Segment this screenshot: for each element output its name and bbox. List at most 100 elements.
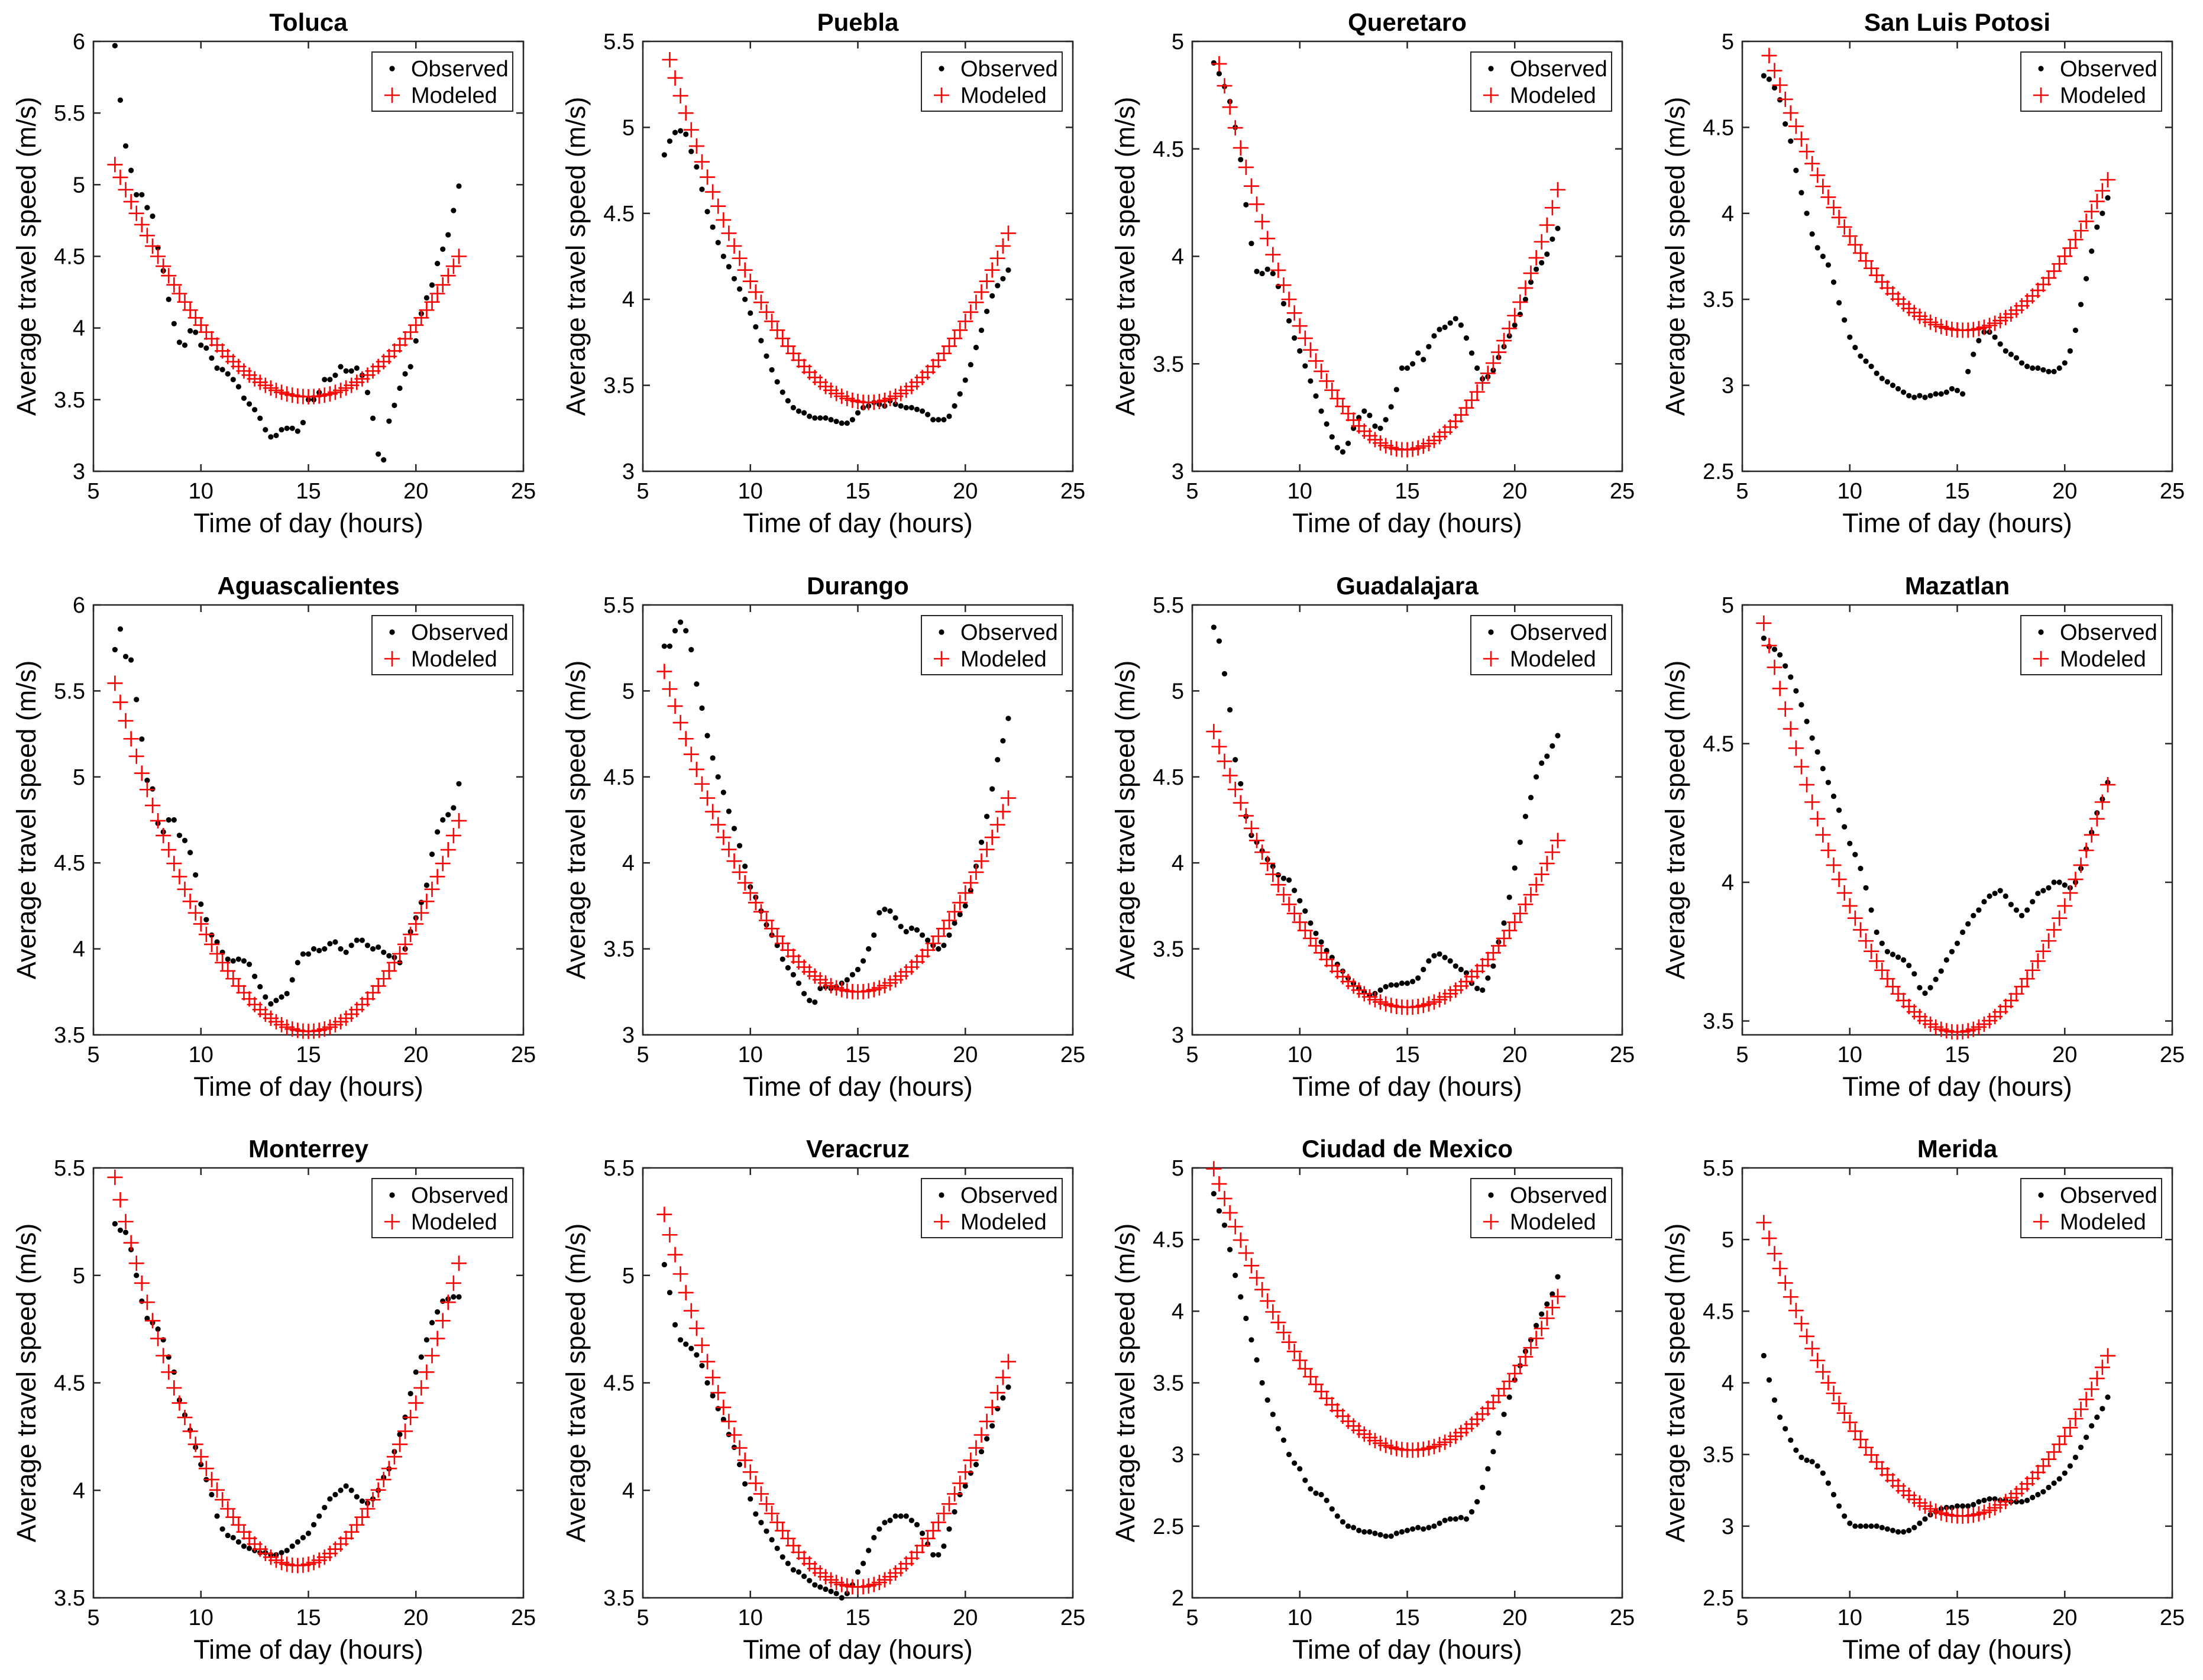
y-tick-label: 3.5 xyxy=(1703,1443,1734,1468)
observed-point xyxy=(332,1491,338,1498)
modeled-point xyxy=(166,277,182,293)
observed-point xyxy=(1987,893,1992,899)
modeled-point xyxy=(1820,189,1836,205)
y-tick-label: 5.5 xyxy=(1153,593,1184,618)
observed-point xyxy=(230,377,236,383)
modeled-point xyxy=(952,1475,968,1491)
x-tick-label: 20 xyxy=(403,1043,428,1067)
observed-point xyxy=(1809,1459,1815,1465)
modeled-point xyxy=(1281,896,1297,912)
observed-point xyxy=(2100,211,2105,216)
modeled-point xyxy=(1831,1396,1847,1412)
legend-modeled-marker xyxy=(2033,651,2049,666)
modeled-point xyxy=(1490,344,1506,360)
observed-point xyxy=(1453,1516,1458,1522)
modeled-point xyxy=(984,1399,1000,1415)
observed-point xyxy=(1997,341,2003,347)
observed-point xyxy=(1927,985,1933,990)
legend-box xyxy=(371,51,513,112)
observed-point xyxy=(1976,338,1982,344)
modeled-point xyxy=(1539,1310,1555,1326)
observed-point xyxy=(364,943,371,949)
modeled-point xyxy=(726,853,742,869)
x-tick-label: 5 xyxy=(1186,1043,1198,1067)
modeled-point xyxy=(1276,1325,1292,1341)
x-axis-label: Time of day (hours) xyxy=(1292,508,1522,538)
modeled-point xyxy=(187,905,203,921)
observed-point xyxy=(1264,266,1270,272)
chart-panel-3: San Luis Potosi 5 10 15 20 25 2.5 3 3.5 4 4.5 5 Time… xyxy=(1660,8,2185,538)
modeled-point xyxy=(936,921,952,937)
modeled-point xyxy=(220,963,236,979)
observed-point xyxy=(2062,360,2068,366)
chart-title: Toluca xyxy=(269,8,348,36)
observed-point xyxy=(968,362,973,368)
modeled-point xyxy=(941,912,957,928)
observed-point xyxy=(418,899,424,905)
chart-panel-0: Toluca 5 10 15 20 25 3 3.5 4 4.5 5 5.5 6 Time of day … xyxy=(11,8,536,538)
modeled-point xyxy=(198,927,214,943)
modeled-point xyxy=(1549,1289,1565,1304)
observed-point xyxy=(1847,334,1853,340)
observed-point xyxy=(1852,852,1858,857)
observed-point xyxy=(839,1595,845,1601)
modeled-point xyxy=(435,856,451,872)
observed-point xyxy=(1485,1466,1491,1472)
y-tick-label: 4.5 xyxy=(1703,732,1734,757)
modeled-point xyxy=(408,916,424,932)
modeled-point xyxy=(678,105,694,121)
legend-box xyxy=(1470,1178,1612,1238)
modeled-point xyxy=(1308,353,1324,369)
observed-point xyxy=(322,377,328,383)
modeled-point xyxy=(2078,213,2094,229)
observed-point xyxy=(134,192,140,198)
legend-observed-marker xyxy=(939,66,944,72)
observed-point xyxy=(1005,1384,1011,1390)
modeled-point xyxy=(2084,1381,2100,1397)
modeled-point xyxy=(2014,979,2030,995)
observed-point xyxy=(779,956,785,962)
observed-point xyxy=(354,1494,360,1500)
observed-point xyxy=(1431,333,1437,339)
observed-point xyxy=(1992,1496,1998,1502)
x-tick-label: 25 xyxy=(1060,1043,1085,1067)
y-tick-label: 4.5 xyxy=(54,1371,85,1396)
observed-point xyxy=(1329,1506,1335,1512)
modeled-point xyxy=(662,681,678,697)
observed-point xyxy=(962,377,968,383)
modeled-point xyxy=(1302,342,1318,358)
observed-point xyxy=(1399,1529,1405,1535)
observed-point xyxy=(1270,1412,1276,1417)
observed-point xyxy=(219,367,225,373)
modeled-point xyxy=(1544,200,1560,216)
x-axis-label: Time of day (hours) xyxy=(743,508,972,538)
chart-title: Mazatlan xyxy=(1905,572,2010,600)
observed-point xyxy=(1549,1291,1555,1297)
observed-point xyxy=(2024,907,2030,913)
x-tick-label: 10 xyxy=(1287,1605,1312,1630)
y-tick-label: 5 xyxy=(1722,593,1734,618)
y-tick-label: 5.5 xyxy=(603,30,635,54)
observed-point xyxy=(1539,1311,1545,1317)
observed-point xyxy=(995,757,1001,763)
x-tick-label: 10 xyxy=(738,1043,763,1067)
legend-modeled-label: Modeled xyxy=(1510,83,1596,108)
observed-point xyxy=(678,619,684,625)
observed-point xyxy=(1544,251,1550,257)
observed-point xyxy=(1825,262,1831,268)
observed-point xyxy=(273,998,279,1004)
y-axis-label: Average travel speed (m/s) xyxy=(1660,661,1690,979)
modeled-point xyxy=(1254,1281,1270,1297)
y-tick-label: 4.5 xyxy=(1153,1228,1184,1252)
modeled-point xyxy=(1783,721,1798,737)
observed-point xyxy=(1868,364,1874,370)
observed-point xyxy=(672,1322,678,1328)
chart-panel-5: Durango 5 10 15 20 25 3 3.5 4 4.5 5 5.5 Time of day … xyxy=(561,572,1085,1102)
observed-point xyxy=(1393,1530,1399,1536)
x-axis-label: Time of day (hours) xyxy=(743,1072,972,1102)
observed-point xyxy=(1447,320,1453,326)
observed-point xyxy=(1884,379,1890,385)
observed-point xyxy=(2051,879,2057,885)
